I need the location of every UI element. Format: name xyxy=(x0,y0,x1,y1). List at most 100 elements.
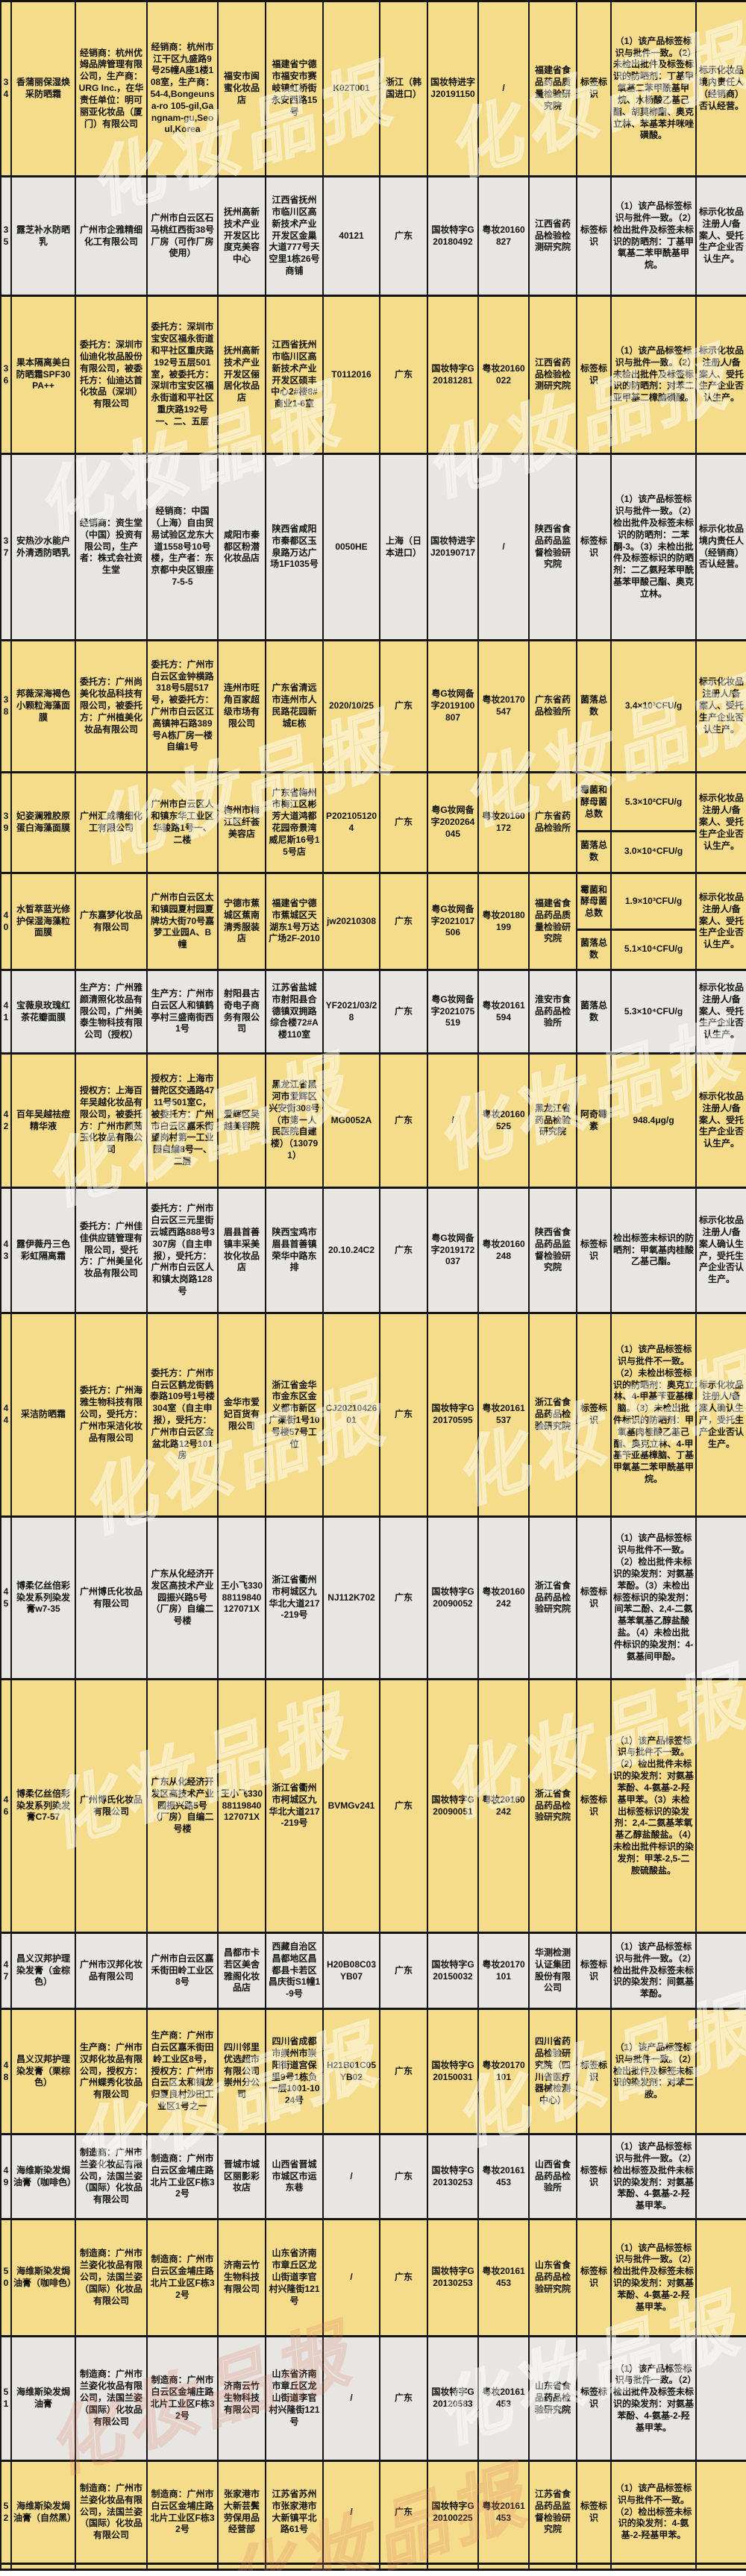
cell-sampled-unit: 咸阳市秦都区粉潜化妆品店 xyxy=(217,453,266,641)
cell-remark-empty xyxy=(695,1932,746,2010)
cell-sampled-unit: 晋城市城区丽影彩妆店 xyxy=(217,2133,266,2220)
cell-batch: / xyxy=(322,2335,380,2462)
cell-approval-no: 粤G妆网备字2020264045 xyxy=(427,771,479,874)
cell-agency: 广东省药品检验所 xyxy=(528,639,577,773)
cell-marked-party: 广州市汉邦化妆品有限公司 xyxy=(75,1932,148,2010)
cell-batch: 40121 xyxy=(322,175,380,297)
cell-marked-party: 制造商：广州市兰姿化妆品有限公司，法国兰姿（国际）化妆品有限公司 xyxy=(75,2335,148,2462)
cell-approval-no: 国妆特字G20130253 xyxy=(427,2218,479,2337)
cell-product: 果本隔离美白防晒霜SPF30PA++ xyxy=(10,295,76,455)
cell-result-value: （1）该产品标签标识与批件一致。（2）检出批件及标签未标识的防晒剂：丁基甲氧基二… xyxy=(610,175,697,297)
cell-result-item: 标签标识 xyxy=(576,2218,612,2337)
cell-region: 广东 xyxy=(379,1052,428,1189)
cell-marked-address: 制造商：广州市白云区金埔庄路北片工业区F栋32号 xyxy=(146,2133,219,2220)
clipped-cell xyxy=(695,2563,746,2571)
cell-license-no: 粤妆20161453 xyxy=(477,2133,530,2220)
cell-sampled-unit: 王小飞33088119840127071X xyxy=(217,1515,266,1680)
cell-region: 广东 xyxy=(379,639,428,773)
cell-agency: 江西省药品检验检测研究院 xyxy=(528,295,577,455)
cell-agency: 陕西省食品药品监督检验研究院 xyxy=(528,453,577,641)
clipped-next-row xyxy=(0,2563,746,2571)
cell-batch: / xyxy=(322,2218,380,2337)
cell-no: 39 xyxy=(0,771,12,874)
cell-approval-no: 粤G妆网备字2021075519 xyxy=(427,969,479,1055)
cell-sampled-address: 黑龙江省黑河市爱辉区兴安街308号（市第一人民医院自建楼）（130791） xyxy=(265,1052,324,1189)
cell-no: 49 xyxy=(0,2133,12,2220)
cell-sampled-address: 山东省济南市章丘区龙山街道李官村兴隆街121号 xyxy=(265,2218,324,2337)
cell-marked-party: 广东嘉梦化妆品有限公司 xyxy=(75,872,148,971)
cell-approval-no: 国妆特字G20120583 xyxy=(427,2335,479,2462)
cell-license-no: 粤妆20180199 xyxy=(477,872,530,971)
cell-result-value: 3.4×10³CFU/g xyxy=(610,639,697,773)
cell-license-no: 粤妆20161537 xyxy=(477,1312,530,1518)
cell-result-value: （1）该产品标签标识与批件不一致。（2）检出标签未标识的染发剂：4-氨基-2-羟… xyxy=(610,2460,697,2565)
cell-sampled-unit: 眉县首善镇丰采美妆化妆品店 xyxy=(217,1187,266,1314)
cell-marked-party: 制造商：广州市兰姿化妆品有限公司，法国兰姿（国际）化妆品有限公司 xyxy=(75,2133,148,2220)
cell-result-value: （1）该产品标签标识与批件一致。（2）未检出批件及标签标识的防晒剂：丁基甲氧基二… xyxy=(610,0,697,178)
cell-marked-party: 广州博氏化妆品有限公司 xyxy=(75,1515,148,1680)
table-row: 44 采洁防晒霜 委托方：广州海雅生物科技有限公司，受托方：广州市采洁化妆品有限公司… xyxy=(0,1312,746,1518)
cell-batch: 20.10.24C2 xyxy=(322,1187,380,1314)
cell-approval-no: 粤G妆网备字2019100807 xyxy=(427,639,479,773)
cell-sampled-unit: 射阳县古奇电子商务有限公司 xyxy=(217,969,266,1055)
cell-product: 水皙萃蓝光修护保湿海藻粒面膜 xyxy=(10,872,76,971)
cell-marked-party: 广州汇成精细化工有限公司 xyxy=(75,771,148,874)
cell-license-no: 粤妆20170547 xyxy=(477,639,530,773)
cell-batch: jw20210308 xyxy=(322,872,380,971)
cell-region: 广东 xyxy=(379,969,428,1055)
cell-approval-no: 国妆特字G20150032 xyxy=(427,1932,479,2010)
cell-result-value: 5.3×10⁴CFU/g xyxy=(610,969,697,1055)
cell-remark-empty xyxy=(695,1678,746,1934)
cell-marked-party: 广州博氏化妆品有限公司 xyxy=(75,1678,148,1934)
table-row: 50 海维斯染发焗油膏（咖啡色） 制造商：广州市兰姿化妆品有限公司，法国兰姿（国际）… xyxy=(0,2218,746,2337)
cell-product: 百年吴越祛痘精华液 xyxy=(10,1052,76,1189)
cell-license-no: 粤妆20170101 xyxy=(477,1932,530,2010)
cell-batch: H21B01C05YB02 xyxy=(322,2008,380,2135)
cell-batch: / xyxy=(322,2133,380,2220)
cell-remark: 标示化妆品注册人/备案人、受托生产企业否认生产。 xyxy=(695,639,746,773)
cell-no: 38 xyxy=(0,639,12,773)
cell-marked-address: 制造商：广州市白云区金埔庄路北片工业区F栋32号 xyxy=(146,2460,219,2565)
cell-sampled-unit: 王小飞33088119840127071X xyxy=(217,1678,266,1934)
cell-sampled-unit: 金华市爱妃百货有限公司 xyxy=(217,1312,266,1518)
cell-license-no: 粤妆20170101 xyxy=(477,2008,530,2135)
table-row: 41 宝薇泉玫瑰红茶花瓣面膜 生产方：广州雅颜清照化妆品有限公司，广州美泰生物科技有… xyxy=(0,969,746,1055)
cell-result-item: 标签标识 xyxy=(576,2008,612,2135)
cell-sampled-unit: 济南云竹生物科技有限公司 xyxy=(217,2335,266,2462)
cell-result-item: 菌落总数 xyxy=(576,639,612,773)
cell-result-item: 标签标识 xyxy=(576,2335,612,2462)
cell-remark: 标示化妆品注册人/备案人确认生产，受托生产企业否认生产。 xyxy=(695,1187,746,1314)
cell-product: 昌义汉邦护理染发膏（栗棕色） xyxy=(10,2008,76,2135)
cell-agency: 浙江省食品药品检验研究院 xyxy=(528,1515,577,1680)
cell-no: 43 xyxy=(0,1187,12,1314)
cell-batch: MG0052A xyxy=(322,1052,380,1189)
cell-result-value: （1）该产品标签标识与批件一致。（2）检出批件及标签未标识的染发剂：对苯二胺。 xyxy=(610,2008,697,2135)
cell-approval-no: 粤G妆网备字2019172037 xyxy=(427,1187,479,1314)
cell-marked-address: 广州市白云区石马桃红西街38号厂房（可作厂房使用） xyxy=(146,175,219,297)
cell-agency: 广东省药品检验所 xyxy=(528,771,577,874)
cell-batch: H20B08C03YB07 xyxy=(322,1932,380,2010)
cell-remark-empty xyxy=(695,2133,746,2220)
cell-agency: 浙江省食品药品检验研究院 xyxy=(528,1678,577,1934)
cell-sampled-unit: 梅州市梅江区纤荟美容店 xyxy=(217,771,266,874)
cell-result-value: （1）该产品标签标识与批件一致。（2）未检出批件及标签标识的防晒剂：对苯二亚甲基… xyxy=(610,295,697,455)
cell-region: 浙江（韩国进口） xyxy=(379,0,428,178)
cell-region: 广东 xyxy=(379,1312,428,1518)
table-row: 39 妃姿澜雅胶原蛋白海藻面膜 广州汇成精细化工有限公司 广州市白云区人和镇东华工业区… xyxy=(0,771,746,874)
clipped-cell xyxy=(217,2563,266,2571)
cell-sampled-unit: 爱辉区吴越美容院 xyxy=(217,1052,266,1189)
cell-result-item: 标签标识 xyxy=(576,1678,612,1934)
cell-sampled-address: 江苏省盐城市射阳县合德镇双拥路综合楼72#A楼110室 xyxy=(265,969,324,1055)
table-row: 49 海维斯染发焗油膏（咖啡色） 制造商：广州市兰姿化妆品有限公司，法国兰姿（国际）… xyxy=(0,2133,746,2220)
cell-approval-no: 国妆特字G20180492 xyxy=(427,175,479,297)
cell-result-item: 标签标识 xyxy=(576,175,612,297)
cell-batch: / xyxy=(322,2460,380,2565)
cell-sampled-address: 山西省晋城市城区市运东巷 xyxy=(265,2133,324,2220)
cell-marked-party: 委托方：广州佳佳供应链管理有限公司，受托方：广州美呈化妆品有限公司 xyxy=(75,1187,148,1314)
cell-sampled-address: 福建省宁德市福安市赛岐镇虹桥街永安西路15号 xyxy=(265,0,324,178)
cell-sampled-address: 浙江省金华市金东区金义都市新区广渠街1号10号楼57号工位 xyxy=(265,1312,324,1518)
cell-region: 广东 xyxy=(379,2460,428,2565)
cell-marked-party: 授权方：上海百年吴越化妆品有限公司，被委托方：广州市颜茹玉化妆品有限公司 xyxy=(75,1052,148,1189)
